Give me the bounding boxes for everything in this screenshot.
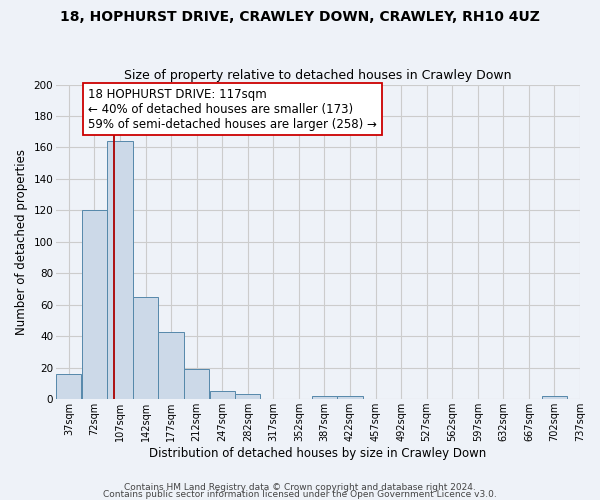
Text: Contains HM Land Registry data © Crown copyright and database right 2024.: Contains HM Land Registry data © Crown c…	[124, 484, 476, 492]
Bar	[542, 396, 567, 399]
Bar	[158, 332, 184, 399]
Bar	[209, 392, 235, 399]
Bar	[312, 396, 337, 399]
Bar	[82, 210, 107, 399]
Y-axis label: Number of detached properties: Number of detached properties	[15, 149, 28, 335]
Bar	[107, 141, 133, 399]
Bar	[56, 374, 82, 399]
Bar	[235, 394, 260, 399]
X-axis label: Distribution of detached houses by size in Crawley Down: Distribution of detached houses by size …	[149, 447, 487, 460]
Text: 18, HOPHURST DRIVE, CRAWLEY DOWN, CRAWLEY, RH10 4UZ: 18, HOPHURST DRIVE, CRAWLEY DOWN, CRAWLE…	[60, 10, 540, 24]
Text: Contains public sector information licensed under the Open Government Licence v3: Contains public sector information licen…	[103, 490, 497, 499]
Bar	[337, 396, 362, 399]
Title: Size of property relative to detached houses in Crawley Down: Size of property relative to detached ho…	[124, 69, 512, 82]
Bar	[184, 370, 209, 399]
Bar	[133, 297, 158, 399]
Text: 18 HOPHURST DRIVE: 117sqm
← 40% of detached houses are smaller (173)
59% of semi: 18 HOPHURST DRIVE: 117sqm ← 40% of detac…	[88, 88, 377, 130]
